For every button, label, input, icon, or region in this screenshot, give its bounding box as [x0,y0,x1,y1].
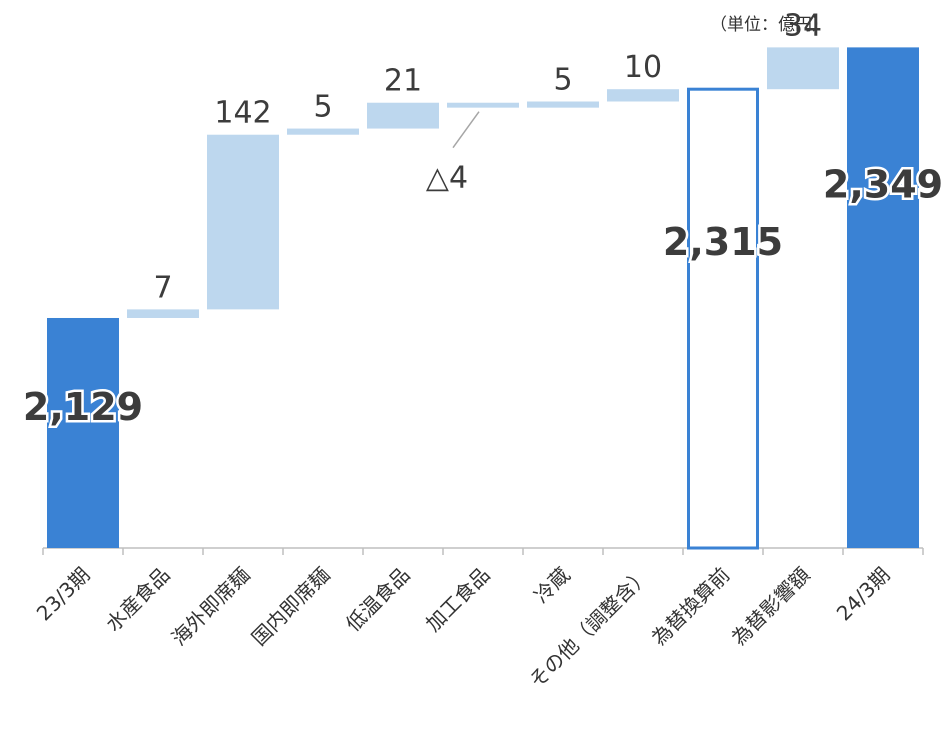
bar-delta [767,47,839,90]
bar-subtotal [687,87,759,550]
bar-delta [607,89,679,102]
category-label: 低温食品 [341,563,415,637]
category-label: 23/3期 [32,563,95,626]
category-label: 為替換算前 [647,563,735,651]
data-label: 142 [214,96,271,131]
bar-total [847,47,919,548]
data-label: 5 [553,63,572,98]
bar-total [47,317,119,548]
bar-delta [447,102,519,108]
category-label: 冷蔵 [529,563,574,608]
category-label: 為替影響額 [727,563,815,651]
data-label: 10 [624,50,662,85]
bar-delta [527,101,599,108]
data-label: 5 [313,90,332,125]
bar-delta [127,309,199,318]
bar-delta [207,134,279,310]
category-label: 水産食品 [101,563,175,637]
data-label: 34 [784,8,822,43]
data-label: 7 [153,270,172,305]
category-label: 海外即席麺 [167,563,255,651]
data-label: △4 [426,161,468,196]
bar-delta [287,128,359,135]
data-label: 21 [384,64,422,99]
unit-label: （単位：億円） [710,15,829,35]
bar-delta [367,102,439,129]
category-label: 24/3期 [832,563,895,626]
data-label: 2,129 [23,385,143,429]
data-label: 2,349 [823,162,943,206]
category-label: 加工食品 [421,563,495,637]
category-label: 国内即席麺 [247,563,335,651]
leader-line [452,111,480,149]
data-label: 2,315 [663,220,783,264]
